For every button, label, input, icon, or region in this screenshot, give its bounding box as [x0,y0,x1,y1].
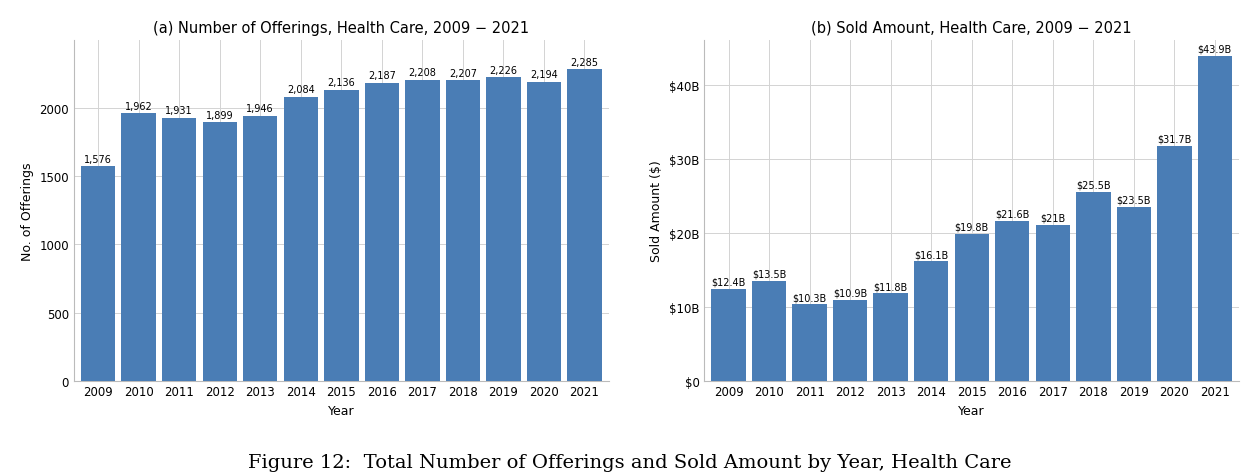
Title: (a) Number of Offerings, Health Care, 2009 − 2021: (a) Number of Offerings, Health Care, 20… [154,21,529,36]
Text: $43.9B: $43.9B [1198,44,1232,54]
Bar [1076,192,1110,381]
Bar [364,84,399,381]
Bar [284,98,318,381]
Text: $12.4B: $12.4B [712,277,746,287]
Bar [995,221,1029,381]
Text: $21B: $21B [1041,214,1066,224]
X-axis label: Year: Year [328,404,354,417]
Bar [527,83,561,381]
Bar [567,70,601,381]
Bar [1116,207,1152,381]
Bar [712,289,746,381]
Text: 1,576: 1,576 [84,154,112,164]
Text: 2,208: 2,208 [408,69,436,79]
Text: $16.1B: $16.1B [914,250,949,260]
Text: 2,226: 2,226 [489,66,518,76]
Text: 1,931: 1,931 [165,106,193,116]
Bar [81,167,116,381]
Text: $31.7B: $31.7B [1157,135,1192,145]
Bar [163,119,197,381]
Text: 1,899: 1,899 [205,110,233,120]
Text: $25.5B: $25.5B [1076,180,1110,190]
Y-axis label: No. of Offerings: No. of Offerings [21,162,34,260]
Text: 2,207: 2,207 [449,69,476,79]
Text: 2,187: 2,187 [368,71,396,81]
Text: $23.5B: $23.5B [1116,195,1152,205]
Bar [914,262,949,381]
Bar [793,305,827,381]
Text: $11.8B: $11.8B [873,281,907,291]
Text: Figure 12:  Total Number of Offerings and Sold Amount by Year, Health Care: Figure 12: Total Number of Offerings and… [248,453,1012,471]
Text: 2,084: 2,084 [287,85,315,95]
X-axis label: Year: Year [959,404,985,417]
Bar [121,114,156,381]
Title: (b) Sold Amount, Health Care, 2009 − 2021: (b) Sold Amount, Health Care, 2009 − 202… [811,21,1131,36]
Bar [446,81,480,381]
Bar [752,281,786,381]
Text: 2,194: 2,194 [530,70,558,80]
Bar [203,123,237,381]
Bar [1036,226,1070,381]
Bar [243,116,277,381]
Bar [873,294,908,381]
Text: $13.5B: $13.5B [752,269,786,279]
Text: $10.3B: $10.3B [793,293,827,303]
Text: $19.8B: $19.8B [955,222,989,232]
Bar [1157,147,1192,381]
Bar [833,300,867,381]
Bar [1198,57,1232,381]
Text: $21.6B: $21.6B [995,209,1029,219]
Y-axis label: Sold Amount ($): Sold Amount ($) [650,160,664,262]
Bar [486,79,520,381]
Text: $10.9B: $10.9B [833,288,867,298]
Bar [324,90,359,381]
Bar [955,235,989,381]
Text: 1,946: 1,946 [247,104,275,114]
Text: 2,285: 2,285 [571,58,598,68]
Bar [406,81,440,381]
Text: 2,136: 2,136 [328,78,355,88]
Text: 1,962: 1,962 [125,102,152,112]
